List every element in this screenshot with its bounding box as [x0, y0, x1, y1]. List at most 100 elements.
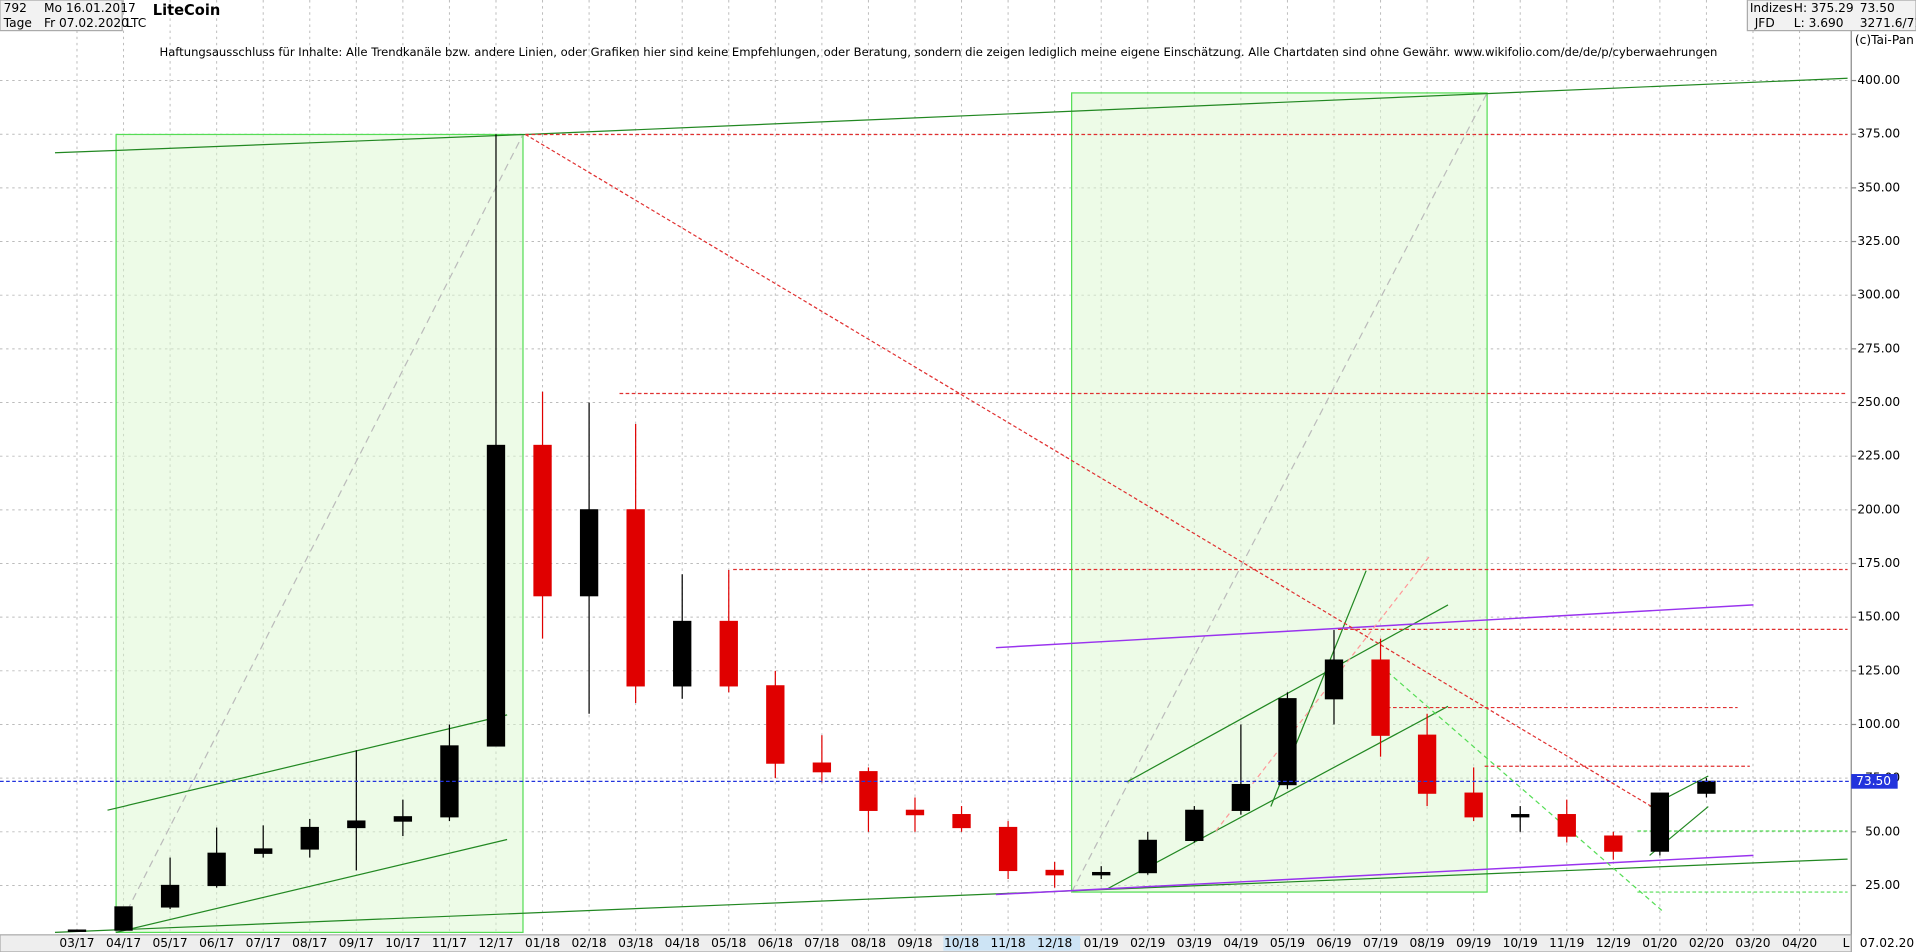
y-tick-label: 300.00: [1857, 288, 1900, 302]
candle-body: [719, 620, 738, 687]
candle-body: [1650, 792, 1670, 852]
y-tick-label: 25.00: [1865, 878, 1900, 892]
x-tick-label: 12/18: [1037, 936, 1072, 950]
y-tick-label: 175.00: [1857, 556, 1900, 570]
header-count: 792: [4, 1, 27, 15]
trend-line: [1380, 665, 1663, 911]
x-tick-label: 11/17: [432, 936, 467, 950]
diagonal: [115, 134, 524, 933]
candle-body: [1138, 839, 1157, 874]
trend-line: [54, 858, 1848, 934]
x-tick-label: 08/17: [292, 936, 327, 950]
y-tick-label: 400.00: [1857, 73, 1900, 87]
x-tick-label: 10/17: [385, 936, 420, 950]
x-axis-date: 07.02.20: [1860, 936, 1914, 950]
x-tick-label: 07/19: [1363, 936, 1398, 950]
candle-body: [67, 929, 87, 932]
y-tick-label: 250.00: [1857, 395, 1900, 409]
x-tick-label: 06/19: [1316, 936, 1351, 950]
x-tick-label: 02/20: [1689, 936, 1724, 950]
candle-body: [1697, 780, 1716, 794]
candle-body: [579, 509, 599, 597]
candle-body: [1464, 792, 1483, 818]
candle-body: [1045, 869, 1064, 876]
header-symbol: LTC: [126, 16, 146, 30]
x-tick-label: 12/19: [1596, 936, 1631, 950]
x-tick-label: 03/20: [1735, 936, 1770, 950]
x-tick-label: 01/18: [525, 936, 560, 950]
header-last: 73.50: [1860, 1, 1895, 15]
x-tick-label: 11/19: [1549, 936, 1584, 950]
candle-body: [393, 816, 413, 822]
candle-body: [160, 884, 180, 908]
y-tick-label: 125.00: [1857, 663, 1900, 677]
header-info: 3271.6/71: [1860, 16, 1916, 30]
drawings: [54, 77, 1848, 934]
last-price-label: 73.50: [1856, 774, 1891, 788]
x-tick-label: 04/18: [665, 936, 700, 950]
header-group: Indizes: [1750, 1, 1793, 15]
header-box: [0, 0, 123, 32]
trend-line: [995, 854, 1754, 896]
candle-body: [626, 509, 645, 687]
x-tick-label: 10/19: [1503, 936, 1538, 950]
x-tick-label: 05/18: [711, 936, 746, 950]
x-tick-label: 03/19: [1177, 936, 1212, 950]
header-period: Tage: [3, 16, 32, 30]
candle-body: [673, 620, 692, 687]
candle-body: [300, 826, 319, 850]
candle-body: [533, 444, 552, 597]
candle-body: [114, 906, 133, 931]
header-start: Mo 16.01.2017: [44, 1, 136, 15]
y-tick-label: 50.00: [1865, 824, 1900, 838]
trend-line: [115, 838, 508, 933]
candle-body: [812, 762, 832, 773]
y-tick-label: 325.00: [1857, 234, 1900, 248]
trend-line: [525, 77, 1848, 136]
candle-body: [905, 809, 925, 816]
y-tick-label: 225.00: [1857, 449, 1900, 463]
candle-body: [1417, 734, 1437, 794]
x-tick-label: 09/17: [339, 936, 374, 950]
x-tick-label: 04/19: [1223, 936, 1258, 950]
candle-body: [1604, 835, 1623, 852]
candle-body: [1185, 809, 1204, 842]
y-tick-label: 200.00: [1857, 502, 1900, 516]
x-tick-label: 10/18: [944, 936, 979, 950]
y-tick-label: 150.00: [1857, 610, 1900, 624]
x-tick-label: 08/19: [1410, 936, 1445, 950]
header-box: [1746, 0, 1916, 32]
header-source: JFD: [1754, 16, 1775, 30]
candle-body: [952, 814, 971, 829]
candle-body: [254, 848, 273, 854]
candle-body: [486, 444, 506, 747]
x-tick-label: 07/17: [246, 936, 281, 950]
candle-body: [998, 826, 1018, 872]
trend-line: [525, 133, 1663, 814]
candle-body: [1278, 698, 1297, 786]
candle-body: [1557, 814, 1576, 837]
x-tick-label: 05/19: [1270, 936, 1305, 950]
candle-body: [1092, 871, 1111, 876]
candle-body: [1231, 783, 1251, 811]
y-tick-label: 350.00: [1857, 180, 1900, 194]
trend-line: [1215, 555, 1431, 832]
x-tick-label: 02/18: [572, 936, 607, 950]
x-tick-label: 08/18: [851, 936, 886, 950]
x-tick-label: 06/18: [758, 936, 793, 950]
x-tick-label: 09/19: [1456, 936, 1491, 950]
trend-line: [54, 133, 526, 154]
x-tick-label: 04/17: [106, 936, 141, 950]
x-tick-label: 07/18: [804, 936, 839, 950]
candle-body: [766, 685, 785, 764]
last-price-box: [1851, 774, 1898, 789]
candle-body: [1511, 814, 1530, 818]
x-tick-label: 02/19: [1130, 936, 1165, 950]
trend-line: [107, 714, 508, 811]
x-tick-label: 06/17: [199, 936, 234, 950]
candle-body: [859, 771, 878, 811]
copyright: (c)Tai-Pan: [1855, 33, 1914, 47]
candle-body: [1324, 659, 1344, 700]
x-tick-label: 09/18: [897, 936, 932, 950]
